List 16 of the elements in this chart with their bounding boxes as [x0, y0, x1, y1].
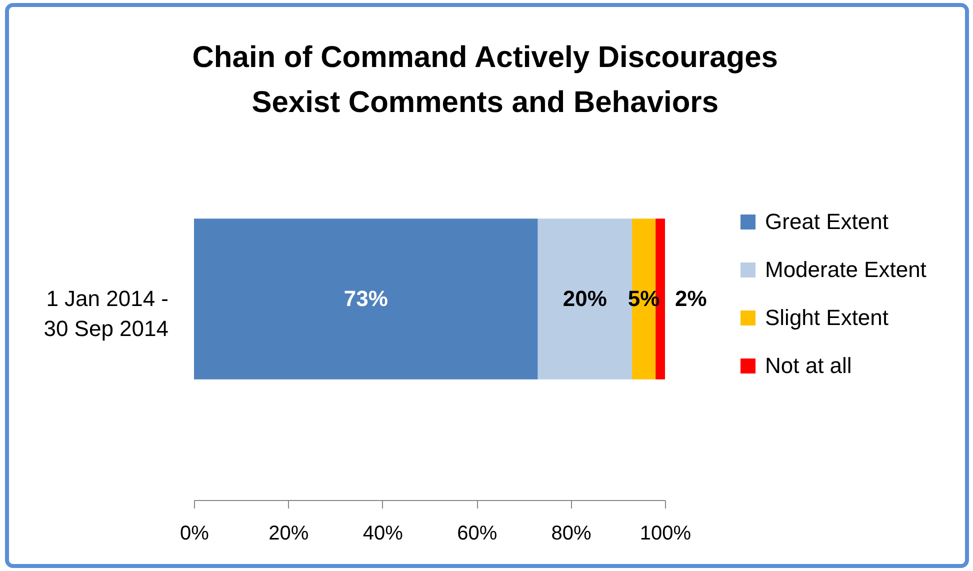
x-tick-label: 20% [268, 522, 309, 544]
x-tick-label: 60% [457, 522, 498, 544]
x-tick-label: 40% [362, 522, 404, 544]
legend-label: Moderate Extent [765, 257, 926, 282]
legend-label: Slight Extent [765, 305, 889, 330]
legend-label: Not at all [765, 353, 852, 378]
data-label: 20% [562, 286, 607, 311]
data-label: 73% [344, 286, 388, 311]
x-tick-label: 0% [180, 522, 210, 544]
chart-title: Chain of Command Actively Discourages Sexist Comments and Behaviors [192, 41, 778, 119]
x-tick-label: 100% [640, 522, 692, 544]
legend-label: Great Extent [765, 209, 889, 234]
data-label: 2% [675, 286, 707, 311]
y-tick-label: 1 Jan 2014 - 30 Sep 2014 [44, 286, 168, 341]
bar [194, 218, 538, 380]
x-tick-label: 80% [551, 522, 592, 544]
